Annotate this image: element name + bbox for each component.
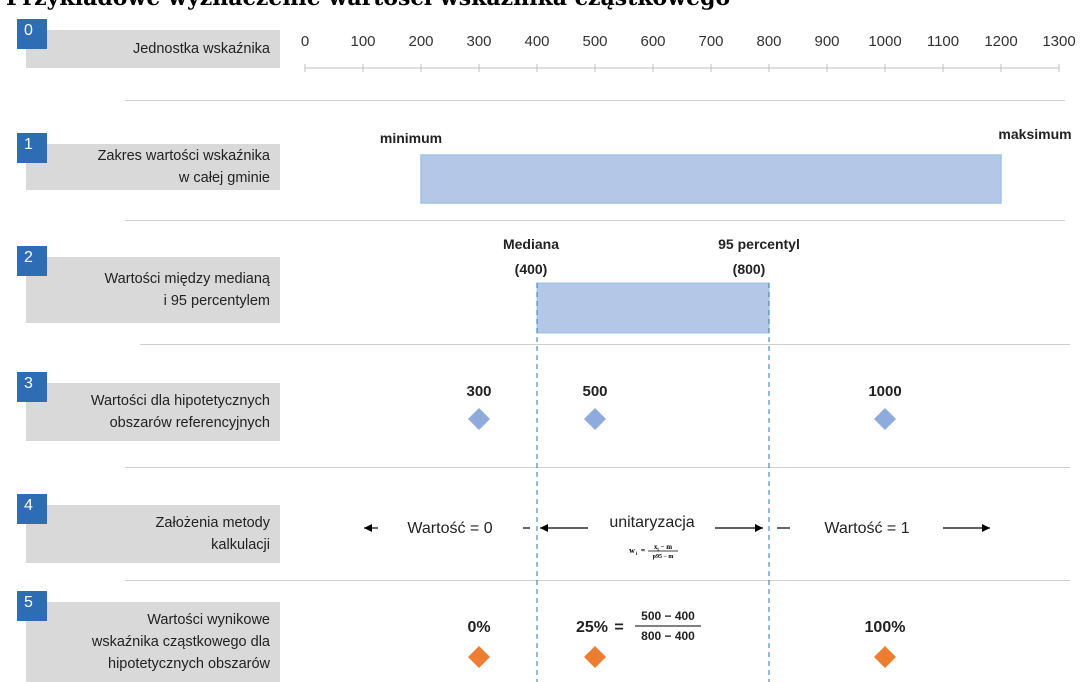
method-left-text: Wartość = 0 <box>407 520 492 537</box>
range-min-label: minimum <box>380 130 442 146</box>
formula-equals: = <box>641 546 646 555</box>
scale-tick-label-200: 200 <box>408 33 433 50</box>
scale-tick-label-1200: 1200 <box>984 33 1017 50</box>
median-value-label: (400) <box>515 261 548 277</box>
row-label-3: Wartości dla hipotetycznych obszarów ref… <box>26 383 280 441</box>
scale-tick-label-500: 500 <box>582 33 607 50</box>
range-bar <box>420 154 1002 204</box>
row-label-5: Wartości wynikowe wskaźnika cząstkowego … <box>26 602 280 682</box>
p95-label: 95 percentyl <box>718 236 800 252</box>
scale-tick-label-600: 600 <box>640 33 665 50</box>
row-label-text: Zakres wartości wskaźnika w całej gminie <box>97 148 270 186</box>
row-label-text: Jednostka wskaźnika <box>132 41 270 57</box>
result-diamond-1000 <box>874 646 896 668</box>
formula-numerator: xi − m <box>654 543 672 553</box>
scale-tick-label-1100: 1100 <box>927 33 959 50</box>
example-numerator: 500 − 400 <box>641 609 695 623</box>
row-number-badge: 4 <box>17 494 47 524</box>
row-label-1: Zakres wartości wskaźnika w całej gminie <box>26 144 280 190</box>
result-label-300: 0% <box>467 619 490 636</box>
point-label-500: 500 <box>582 383 607 400</box>
formula-lhs: w <box>629 546 635 555</box>
scale-tick-label-0: 0 <box>301 33 309 50</box>
point-diamond-1000 <box>874 408 896 430</box>
row-number-badge: 3 <box>17 372 47 402</box>
row-label-text: Założenia metody kalkulacji <box>155 515 270 553</box>
scale-tick-label-1300: 1300 <box>1042 33 1075 50</box>
formula-denominator: p95 − m <box>653 554 674 560</box>
page-title: Przykładowe wyznaczenie wartości wskaźni… <box>6 0 906 12</box>
row-separator <box>125 467 1070 468</box>
method-middle-text: unitaryzacja <box>609 514 694 531</box>
arrow-right-outer-head <box>982 524 990 532</box>
row-label-text: Wartości dla hipotetycznych obszarów ref… <box>90 393 270 431</box>
row-number-badge: 2 <box>17 246 47 276</box>
p95-value-label: (800) <box>733 261 766 277</box>
point-label-300: 300 <box>466 383 491 400</box>
method-right-text: Wartość = 1 <box>824 520 909 537</box>
result-diamond-500 <box>584 646 606 668</box>
point-diamond-300 <box>468 408 490 430</box>
scale-tick-label-1000: 1000 <box>868 33 901 50</box>
point-diamond-500 <box>584 408 606 430</box>
example-equals: = <box>614 619 623 636</box>
arrow-left-inner-head <box>540 524 548 532</box>
point-label-1000: 1000 <box>868 383 901 400</box>
scale-tick-label-300: 300 <box>466 33 491 50</box>
example-denominator: 800 − 400 <box>641 629 695 643</box>
row-label-text: Wartości między medianą i 95 percentylem <box>104 271 270 309</box>
row-separator <box>125 220 1065 221</box>
arrow-right-inner-head <box>755 524 763 532</box>
row-label-2: Wartości między medianą i 95 percentylem <box>26 257 280 323</box>
median-p95-bar <box>536 282 770 334</box>
result-diamond-300 <box>468 646 490 668</box>
median-label: Mediana <box>503 236 559 252</box>
scale-tick-label-400: 400 <box>524 33 549 50</box>
result-label-1000: 100% <box>865 619 906 636</box>
result-label-500: 25% <box>576 619 608 636</box>
range-max-label: maksimum <box>998 126 1071 142</box>
row-number-badge: 5 <box>17 591 47 621</box>
row-label-4: Założenia metody kalkulacji <box>26 505 280 563</box>
arrow-left-outer-head <box>364 524 372 532</box>
scale-tick-label-700: 700 <box>698 33 723 50</box>
scale-tick-label-100: 100 <box>350 33 375 50</box>
row-number-badge: 1 <box>17 133 47 163</box>
row-number-badge: 0 <box>17 19 47 49</box>
row-separator <box>140 344 1070 345</box>
row-separator <box>125 580 1070 581</box>
scale-tick-label-800: 800 <box>756 33 781 50</box>
scale-tick-label-900: 900 <box>814 33 839 50</box>
formula-lhs-sub: i <box>636 552 638 557</box>
row-separator <box>125 100 1065 101</box>
row-label-0: Jednostka wskaźnika <box>26 30 280 68</box>
row-label-text: Wartości wynikowe wskaźnika cząstkowego … <box>91 612 270 672</box>
